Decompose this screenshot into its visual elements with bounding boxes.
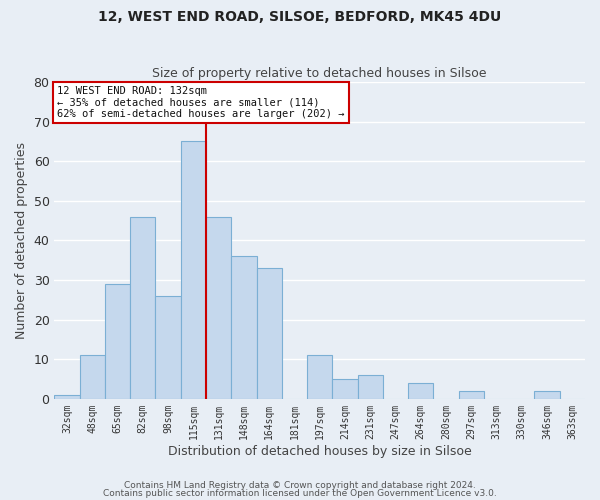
Bar [130, 216, 155, 399]
Text: Contains public sector information licensed under the Open Government Licence v3: Contains public sector information licen… [103, 488, 497, 498]
Bar [231, 256, 257, 399]
Text: 12, WEST END ROAD, SILSOE, BEDFORD, MK45 4DU: 12, WEST END ROAD, SILSOE, BEDFORD, MK45… [98, 10, 502, 24]
Bar [458, 391, 484, 399]
Bar [535, 391, 560, 399]
Bar [181, 142, 206, 399]
Bar [332, 379, 358, 399]
Bar [257, 268, 282, 399]
Bar [408, 383, 433, 399]
Bar [358, 375, 383, 399]
Bar [105, 284, 130, 399]
X-axis label: Distribution of detached houses by size in Silsoe: Distribution of detached houses by size … [168, 444, 472, 458]
Title: Size of property relative to detached houses in Silsoe: Size of property relative to detached ho… [152, 66, 487, 80]
Bar [206, 216, 231, 399]
Text: 12 WEST END ROAD: 132sqm
← 35% of detached houses are smaller (114)
62% of semi-: 12 WEST END ROAD: 132sqm ← 35% of detach… [57, 86, 344, 119]
Text: Contains HM Land Registry data © Crown copyright and database right 2024.: Contains HM Land Registry data © Crown c… [124, 481, 476, 490]
Bar [80, 356, 105, 399]
Bar [155, 296, 181, 399]
Bar [307, 356, 332, 399]
Bar [55, 395, 80, 399]
Y-axis label: Number of detached properties: Number of detached properties [15, 142, 28, 339]
